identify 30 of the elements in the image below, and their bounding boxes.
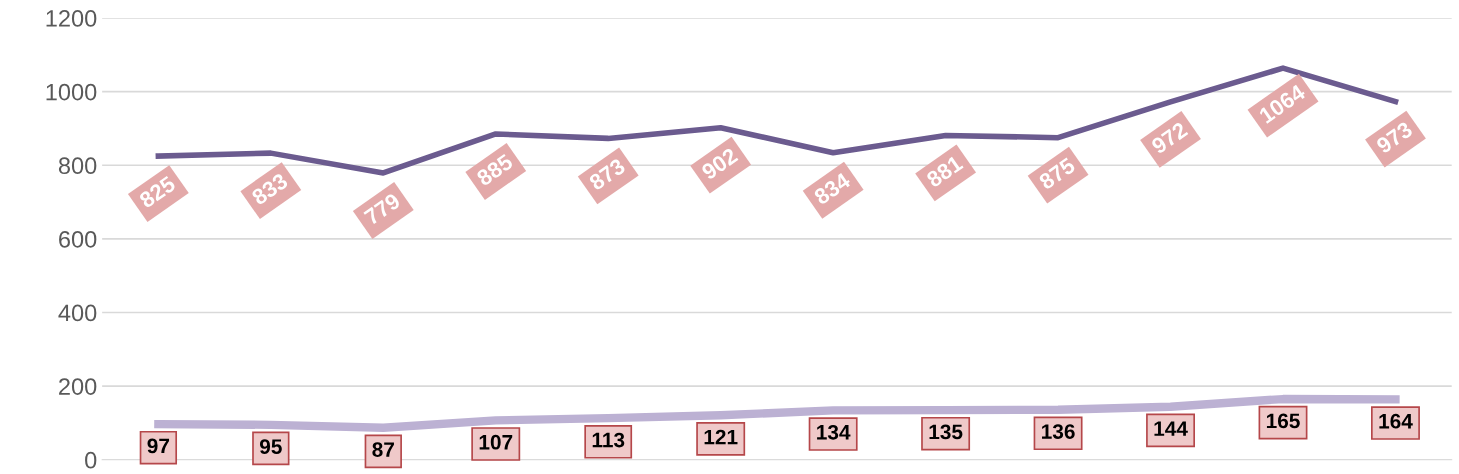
data-label: 87 (372, 442, 394, 457)
data-label: 875 (1037, 156, 1077, 191)
data-label: 902 (700, 147, 739, 181)
y-tick-label: 600 (59, 230, 97, 248)
y-tick-label: 400 (58, 304, 97, 322)
data-label: 833 (250, 172, 289, 206)
data-label: 144 (1154, 421, 1188, 436)
data-label: 134 (817, 424, 851, 440)
data-label: 165 (1266, 413, 1300, 429)
data-label: 164 (1379, 413, 1413, 429)
data-label: 834 (812, 171, 852, 206)
data-label: 97 (147, 438, 170, 454)
data-label: 136 (1042, 424, 1075, 439)
data-label: 121 (704, 429, 738, 445)
data-label: 973 (1375, 120, 1414, 155)
data-label: 972 (1150, 121, 1189, 155)
data-label: 825 (138, 175, 177, 209)
y-tick-label: 200 (59, 378, 97, 395)
data-label: 779 (363, 192, 402, 226)
data-label: 107 (479, 434, 513, 450)
y-tick-label: 1200 (46, 10, 97, 27)
data-label: 135 (929, 424, 963, 440)
data-label: 881 (925, 154, 964, 189)
data-label: 873 (588, 157, 627, 192)
y-tick-label: 800 (58, 157, 97, 175)
data-label: 885 (475, 153, 514, 187)
data-label: 95 (259, 439, 282, 455)
y-tick-label: 0 (85, 451, 97, 469)
data-label: 113 (592, 432, 625, 448)
y-tick-label: 1000 (46, 83, 97, 101)
